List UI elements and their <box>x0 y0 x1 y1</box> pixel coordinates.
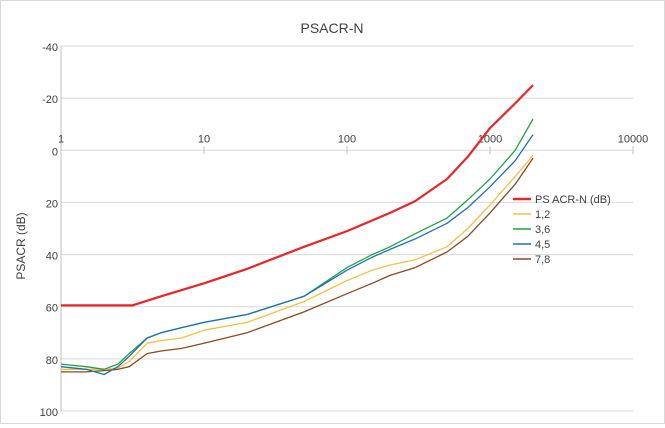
y-axis-label: PSACR (dB) <box>14 212 28 279</box>
x-tick-label: 1 <box>58 133 64 145</box>
legend-label-4: 7,8 <box>535 254 550 266</box>
series-line-1 <box>61 155 534 370</box>
y-tick-label: 60 <box>46 303 58 315</box>
legend-label-1: 1,2 <box>535 209 550 221</box>
y-tick-label: 40 <box>46 251 58 263</box>
legend-label-0: PS ACR-N (dB) <box>535 194 611 206</box>
x-tick-label: 100 <box>338 133 356 145</box>
y-tick-label: 20 <box>46 198 58 210</box>
series-line-4 <box>61 157 534 373</box>
series-line-0 <box>61 84 534 307</box>
y-tick-label: -20 <box>42 94 58 106</box>
y-tick-label: -40 <box>42 42 58 54</box>
legend-label-3: 4,5 <box>535 239 550 251</box>
y-tick-label: 100 <box>40 407 58 419</box>
y-tick-label: 0 <box>52 146 58 158</box>
x-tick-label: 10000 <box>618 133 649 145</box>
chart-title: PSACR-N <box>300 20 363 36</box>
series-line-3 <box>60 134 534 376</box>
y-tick-label: 80 <box>46 355 58 367</box>
legend-label-2: 3,6 <box>535 224 550 236</box>
series-line-2 <box>60 118 534 370</box>
x-tick-label: 10 <box>198 133 210 145</box>
